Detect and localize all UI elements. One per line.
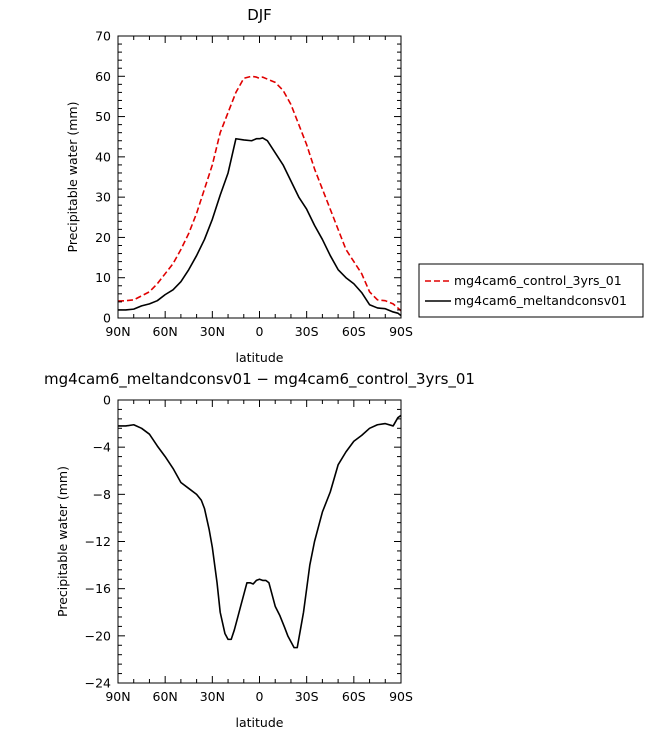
top-x-tick-label: 90S [389, 324, 413, 339]
bottom-panel: mg4cam6_meltandconsv01 − mg4cam6_control… [44, 370, 475, 730]
top-y-tick-label: 0 [103, 311, 111, 326]
legend-label-control: mg4cam6_control_3yrs_01 [454, 273, 622, 288]
bottom-x-tick-label: 60N [153, 689, 178, 704]
top-y-tick-label: 40 [95, 149, 111, 164]
top-x-tick-label: 30S [295, 324, 319, 339]
legend-label-melt: mg4cam6_meltandconsv01 [454, 293, 627, 308]
top-series-line-0 [117, 75, 402, 312]
bottom-y-tick-label: −16 [85, 581, 111, 596]
bottom-x-tick-label: 0 [256, 689, 264, 704]
bottom-x-tick-label: 30S [295, 689, 319, 704]
bottom-y-tick-label: −20 [85, 628, 111, 643]
legend: mg4cam6_control_3yrs_01 mg4cam6_meltandc… [418, 263, 644, 318]
top-y-tick-label: 70 [95, 29, 111, 44]
top-y-tick-label: 50 [95, 109, 111, 124]
top-y-axis-title: Precipitable water (mm) [65, 102, 80, 253]
top-series-line-1 [118, 137, 402, 317]
bottom-y-tick-label: −24 [85, 676, 111, 691]
top-y-tick-label: 60 [95, 69, 111, 84]
bottom-x-tick-label: 60S [342, 689, 366, 704]
top-chart-title: DJF [247, 6, 272, 24]
top-plot-frame [117, 35, 402, 319]
bottom-y-tick-label: −8 [93, 487, 111, 502]
bottom-x-axis-title: latitude [236, 715, 284, 730]
top-y-tick-label: 20 [95, 230, 111, 245]
top-x-tick-label: 60S [342, 324, 366, 339]
bottom-y-tick-label: −4 [93, 440, 111, 455]
top-y-tick-label: 10 [95, 270, 111, 285]
bottom-y-tick-label: 0 [103, 393, 111, 408]
top-x-tick-label: 90N [105, 324, 130, 339]
bottom-plot-frame [117, 399, 402, 684]
bottom-y-axis-title: Precipitable water (mm) [55, 466, 70, 617]
legend-box [418, 263, 644, 318]
top-y-tick-label: 30 [95, 190, 111, 205]
bottom-series-line-0 [118, 414, 402, 649]
top-x-tick-label: 60N [153, 324, 178, 339]
top-x-tick-label: 0 [256, 324, 264, 339]
bottom-y-tick-label: −12 [85, 534, 111, 549]
top-x-tick-label: 30N [200, 324, 225, 339]
top-panel: DJF 90N 60N 30N 0 30S 60S 90S 0 10 20 30 40 50 60 70 lat… [65, 6, 413, 365]
bottom-x-tick-label: 90S [389, 689, 413, 704]
top-x-axis-title: latitude [236, 350, 284, 365]
bottom-chart-title: mg4cam6_meltandconsv01 − mg4cam6_control… [44, 370, 475, 389]
bottom-x-tick-label: 90N [105, 689, 130, 704]
bottom-x-tick-label: 30N [200, 689, 225, 704]
